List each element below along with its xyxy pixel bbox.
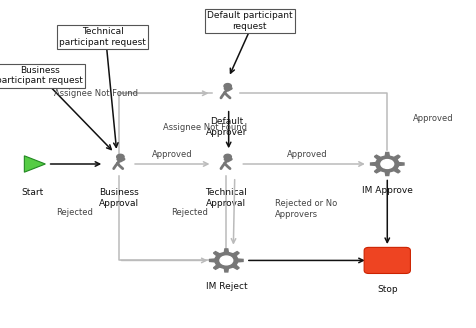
Polygon shape: [370, 153, 404, 175]
Text: Assignee Not Found: Assignee Not Found: [54, 89, 138, 98]
Circle shape: [224, 154, 231, 159]
Text: Approved: Approved: [287, 151, 327, 159]
Text: Default participant
request: Default participant request: [207, 11, 292, 31]
Circle shape: [381, 160, 394, 168]
Text: Stop: Stop: [377, 285, 397, 294]
Text: Approved: Approved: [413, 114, 454, 124]
Polygon shape: [24, 156, 45, 172]
Text: Business
participant request: Business participant request: [0, 66, 83, 85]
Text: Rejected: Rejected: [57, 208, 93, 217]
Text: Start: Start: [21, 188, 44, 197]
Polygon shape: [209, 249, 243, 272]
Text: Technical
Approval: Technical Approval: [206, 188, 247, 208]
Text: Business
Approval: Business Approval: [99, 188, 139, 208]
Circle shape: [117, 154, 124, 159]
Circle shape: [224, 84, 231, 89]
FancyBboxPatch shape: [364, 247, 410, 274]
Text: Rejected or No
Approvers: Rejected or No Approvers: [275, 199, 337, 219]
Text: Assignee Not Found: Assignee Not Found: [163, 123, 248, 132]
Text: Rejected: Rejected: [171, 208, 208, 217]
Text: IM Approve: IM Approve: [362, 186, 413, 195]
Text: Approved: Approved: [152, 150, 193, 159]
Text: IM Reject: IM Reject: [206, 282, 247, 291]
Text: Technical
participant request: Technical participant request: [60, 27, 146, 47]
Text: Default
Approver: Default Approver: [206, 117, 247, 137]
Circle shape: [220, 256, 233, 265]
